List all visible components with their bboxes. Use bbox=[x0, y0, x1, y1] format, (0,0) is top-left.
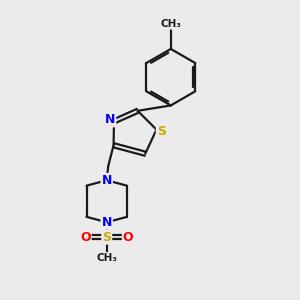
Text: CH₃: CH₃ bbox=[160, 19, 181, 29]
Text: S: S bbox=[102, 231, 111, 244]
Text: O: O bbox=[123, 231, 134, 244]
Text: S: S bbox=[157, 124, 166, 138]
Text: O: O bbox=[80, 231, 91, 244]
Text: N: N bbox=[105, 113, 115, 126]
Text: N: N bbox=[102, 174, 112, 187]
Text: CH₃: CH₃ bbox=[96, 253, 117, 263]
Text: N: N bbox=[102, 216, 112, 229]
